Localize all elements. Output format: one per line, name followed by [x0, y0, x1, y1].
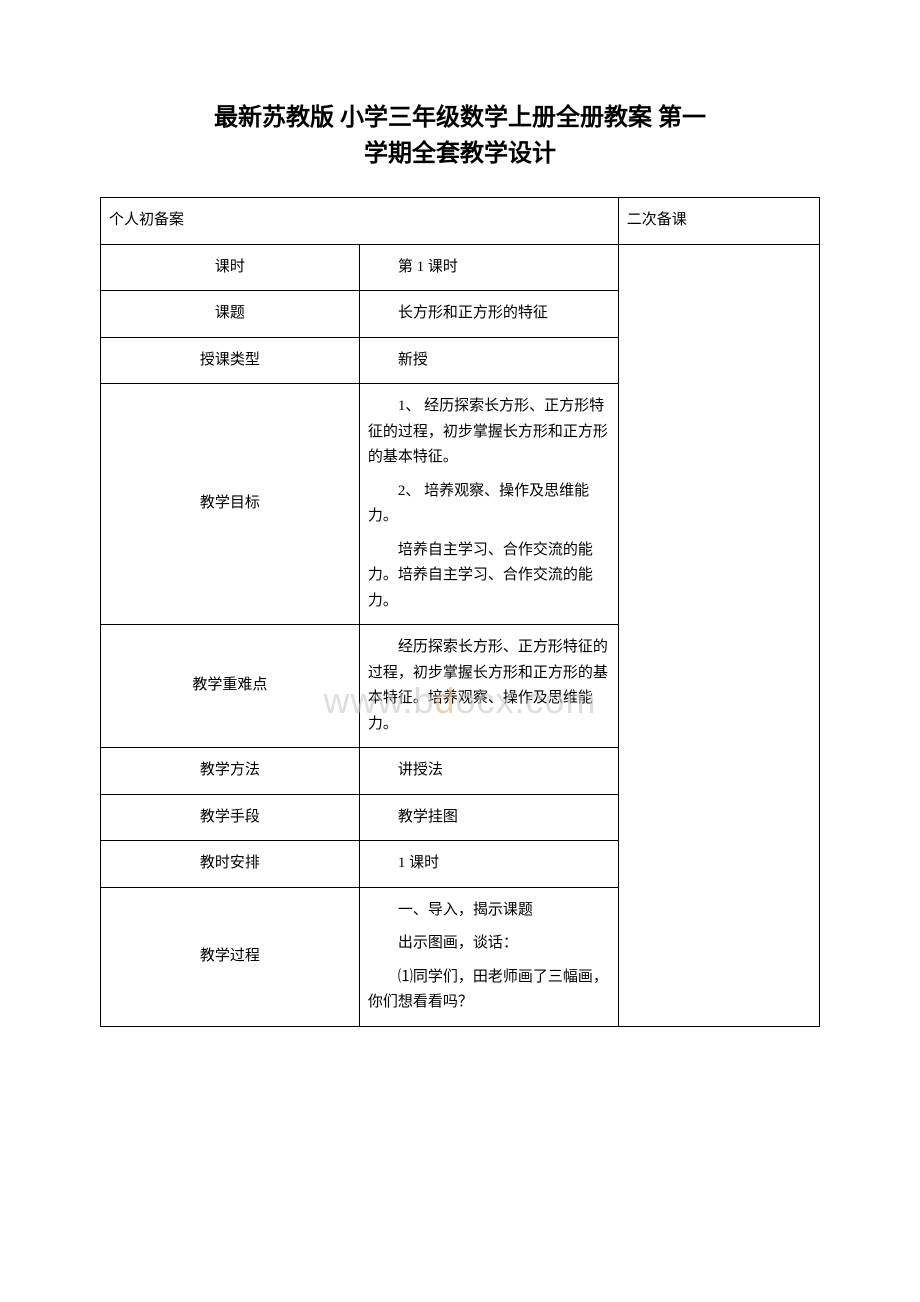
table-row: 课时 第 1 课时 — [101, 244, 820, 291]
row-label: 教学过程 — [101, 887, 360, 1026]
header-note-cell: 二次备课 — [618, 198, 819, 245]
header-note: 二次备课 — [627, 212, 687, 228]
content-text: 新授 — [368, 348, 610, 374]
content-paragraph: 1、 经历探索长方形、正方形特征的过程，初步掌握长方形和正方形的基本特征。 — [368, 394, 610, 471]
row-content: 教学挂图 — [359, 794, 618, 841]
row-content: 一、导入，揭示课题 出示图画，谈话： ⑴同学们，田老师画了三幅画，你们想看看吗？ — [359, 887, 618, 1026]
table-header-row: 个人初备案 二次备课 — [101, 198, 820, 245]
content-text: 长方形和正方形的特征 — [368, 301, 610, 327]
content-text: 1 课时 — [368, 851, 610, 877]
title-line-1: 最新苏教版 小学三年级数学上册全册教案 第一 — [100, 100, 820, 136]
header-label-cell: 个人初备案 — [101, 198, 619, 245]
document-title: 最新苏教版 小学三年级数学上册全册教案 第一 学期全套教学设计 — [100, 100, 820, 172]
row-label: 授课类型 — [101, 337, 360, 384]
row-label: 教学方法 — [101, 748, 360, 795]
content-text: 教学挂图 — [368, 805, 610, 831]
content-text: 讲授法 — [368, 758, 610, 784]
content-paragraph: 2、 培养观察、操作及思维能力。 — [368, 479, 610, 530]
row-label: 教时安排 — [101, 841, 360, 888]
content-text: 第 1 课时 — [368, 255, 610, 281]
row-content: 讲授法 — [359, 748, 618, 795]
row-label: 教学目标 — [101, 384, 360, 625]
content-text: 经历探索长方形、正方形特征的过程，初步掌握长方形和正方形的基本特征。培养观察、操… — [368, 635, 610, 737]
row-label: 教学重难点 — [101, 625, 360, 748]
row-content: 第 1 课时 — [359, 244, 618, 291]
lesson-plan-table: 个人初备案 二次备课 课时 第 1 课时 课题 长方形和正方形的特征 授课类型 … — [100, 197, 820, 1027]
row-label: 教学手段 — [101, 794, 360, 841]
note-cell — [618, 244, 819, 1026]
row-label: 课题 — [101, 291, 360, 338]
content-paragraph: ⑴同学们，田老师画了三幅画，你们想看看吗？ — [368, 965, 610, 1016]
content-paragraph: 出示图画，谈话： — [368, 931, 610, 957]
row-content: 1、 经历探索长方形、正方形特征的过程，初步掌握长方形和正方形的基本特征。 2、… — [359, 384, 618, 625]
row-content: 新授 — [359, 337, 618, 384]
content-paragraph: 培养自主学习、合作交流的能力。培养自主学习、合作交流的能力。 — [368, 538, 610, 615]
title-line-2: 学期全套教学设计 — [100, 136, 820, 172]
header-label: 个人初备案 — [109, 212, 184, 228]
row-content: 长方形和正方形的特征 — [359, 291, 618, 338]
row-content: 经历探索长方形、正方形特征的过程，初步掌握长方形和正方形的基本特征。培养观察、操… — [359, 625, 618, 748]
row-content: 1 课时 — [359, 841, 618, 888]
row-label: 课时 — [101, 244, 360, 291]
content-paragraph: 一、导入，揭示课题 — [368, 898, 610, 924]
